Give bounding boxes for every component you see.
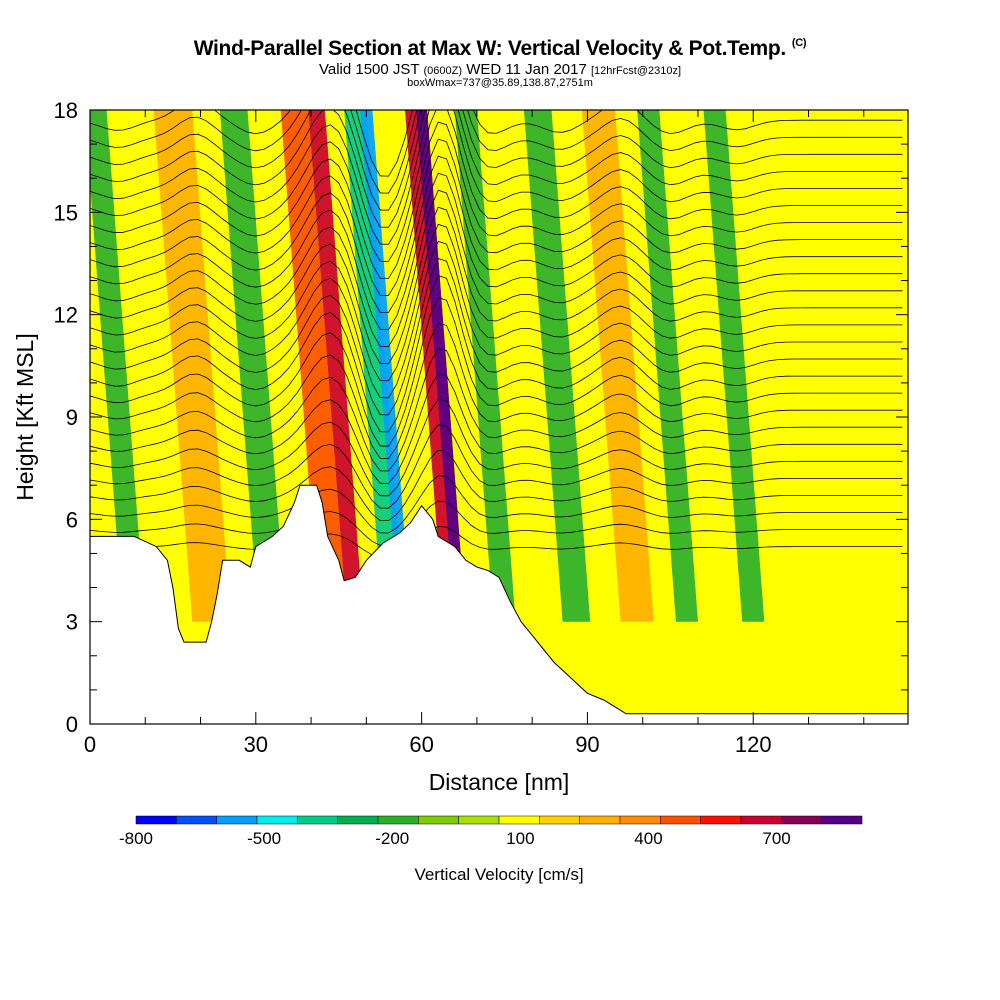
theta-contour-17 (90, 155, 903, 313)
colorbar-swatch-12 (619, 815, 661, 825)
y-tick-label: 9 (66, 405, 78, 430)
colorbar-tick-label: 700 (762, 829, 790, 848)
colorbar-swatch-15 (740, 815, 782, 825)
colorbar-tick-label: -200 (375, 829, 409, 848)
x-tick-label: 60 (409, 732, 433, 757)
theta-contour-7 (90, 348, 903, 472)
colorbar-swatch-9 (498, 815, 540, 825)
theta-contour-2 (90, 475, 903, 534)
theta-contours (90, 110, 903, 559)
colorbar-label: Vertical Velocity [cm/s] (414, 865, 583, 884)
theta-contour-12 (90, 241, 903, 399)
colorbar-tick-label: 400 (634, 829, 662, 848)
theta-contour-14 (90, 206, 903, 365)
colorbar-swatch-2 (216, 815, 258, 825)
theta-contour-20 (90, 110, 903, 262)
colorbar-tick-label: -500 (247, 829, 281, 848)
colorbar-swatch-0 (135, 815, 177, 825)
theta-contour-24 (90, 110, 903, 194)
velocity-feature-12 (637, 110, 698, 622)
colorbar-swatch-17 (821, 815, 863, 825)
theta-contour-15 (90, 189, 903, 348)
x-axis: 0 30 60 90 120 (84, 110, 865, 757)
chart-subtitle-2: boxWmax=737@35.89,138.87,2751m (407, 77, 593, 89)
theta-contour-5 (90, 398, 903, 497)
theta-contour-16 (90, 172, 903, 331)
velocity-feature-10 (523, 110, 591, 622)
colorbar-swatch-16 (781, 815, 822, 825)
y-axis-label: Height [Kft MSL] (12, 333, 38, 500)
velocity-feature-3 (280, 110, 347, 622)
colorbar-tick-label: -800 (119, 829, 153, 848)
colorbar-swatch-3 (256, 815, 298, 825)
colorbar-swatch-8 (458, 815, 500, 825)
theta-contour-18 (90, 138, 903, 296)
x-tick-label: 0 (84, 732, 96, 757)
colorbar-swatch-1 (176, 815, 217, 825)
colorbar-swatch-10 (539, 815, 580, 825)
velocity-feature-0 (90, 110, 146, 622)
theta-contour-21 (90, 110, 903, 245)
theta-contour-8 (90, 322, 903, 460)
colorbar: -800 -500 -200 100 400 700 (119, 815, 863, 848)
theta-contour-0 (90, 526, 903, 559)
colorbar-swatch-7 (418, 815, 459, 825)
colorbar-tick-label: 100 (506, 829, 534, 848)
velocity-feature-2 (219, 110, 287, 622)
theta-contour-11 (90, 258, 903, 416)
colorbar-swatch-6 (377, 815, 419, 825)
colorbar-swatch-4 (297, 815, 338, 825)
colorbar-swatch-14 (700, 815, 742, 825)
y-axis: 0 3 6 9 12 15 18 (54, 98, 908, 737)
theta-contour-6 (90, 373, 903, 484)
terrain-mask (89, 484, 909, 725)
theta-contour-25 (90, 110, 903, 177)
copyright-mark: (C) (791, 37, 807, 49)
velocity-feature-13 (703, 110, 765, 622)
y-tick-label: 0 (66, 712, 78, 737)
velocity-feature-8 (416, 110, 466, 622)
x-tick-label: 30 (244, 732, 268, 757)
theta-contour-1 (90, 500, 903, 546)
x-axis-label: Distance [nm] (429, 769, 570, 795)
y-tick-label: 3 (66, 610, 78, 635)
theta-contour-10 (90, 275, 903, 433)
chart-title: Wind-Parallel Section at Max W: Vertical… (193, 37, 807, 60)
theta-contour-3 (90, 449, 903, 522)
velocity-feature-11 (581, 110, 654, 622)
theta-contour-4 (90, 424, 903, 509)
velocity-feature-4 (308, 110, 364, 622)
colorbar-swatch-11 (579, 815, 621, 825)
y-tick-label: 18 (54, 98, 78, 123)
theta-contour-13 (90, 223, 903, 382)
colorbar-swatch-5 (337, 815, 379, 825)
y-tick-label: 12 (54, 303, 78, 328)
colorbar-swatch-13 (660, 815, 701, 825)
x-tick-label: 90 (575, 732, 599, 757)
theta-contour-23 (90, 110, 903, 211)
theta-contour-9 (90, 297, 903, 447)
theta-contour-19 (90, 121, 903, 279)
y-tick-label: 15 (54, 200, 78, 225)
theta-contour-22 (90, 110, 903, 228)
velocity-feature-1 (153, 110, 231, 622)
velocity-feature-6 (360, 110, 412, 622)
y-tick-label: 6 (66, 507, 78, 532)
x-tick-label: 120 (735, 732, 772, 757)
chart-subtitle: Valid 1500 JST (0600Z) WED 11 Jan 2017 [… (318, 61, 682, 78)
